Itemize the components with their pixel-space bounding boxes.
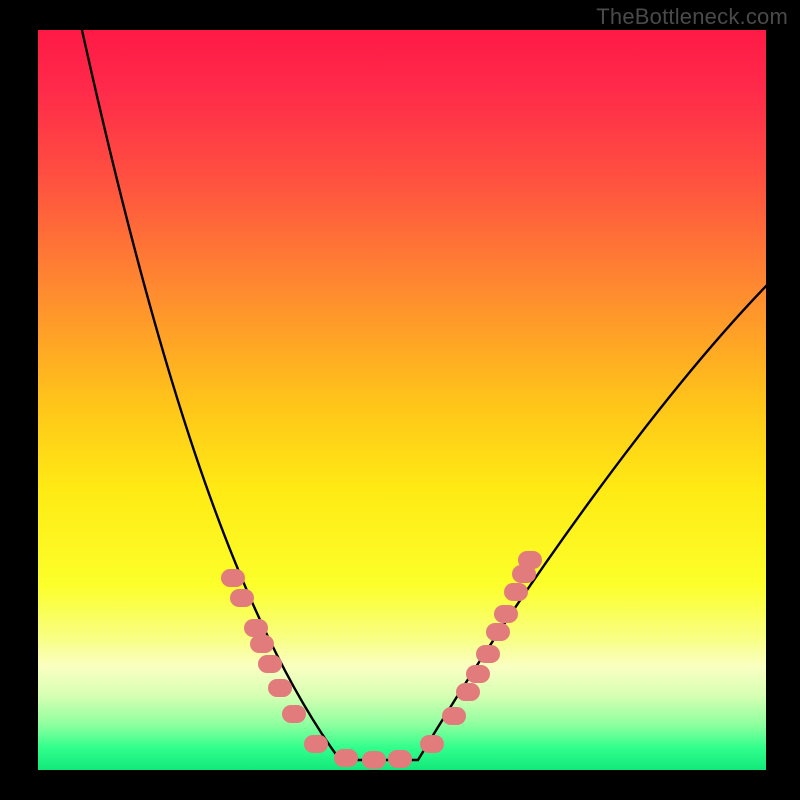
- data-marker: [304, 735, 328, 753]
- data-marker: [476, 645, 500, 663]
- data-marker: [486, 623, 510, 641]
- data-marker: [420, 735, 444, 753]
- data-marker: [282, 705, 306, 723]
- data-marker: [258, 655, 282, 673]
- data-marker: [362, 751, 386, 769]
- data-marker: [504, 583, 528, 601]
- bottleneck-chart-svg: [0, 0, 800, 800]
- chart-canvas: TheBottleneck.com: [0, 0, 800, 800]
- watermark-label: TheBottleneck.com: [596, 4, 788, 30]
- data-marker: [230, 589, 254, 607]
- data-marker: [334, 749, 358, 767]
- data-marker: [250, 635, 274, 653]
- data-marker: [466, 665, 490, 683]
- plot-area: [38, 30, 766, 770]
- data-marker: [456, 683, 480, 701]
- data-marker: [221, 569, 245, 587]
- data-marker: [388, 750, 412, 768]
- data-marker: [244, 619, 268, 637]
- data-marker: [518, 551, 542, 569]
- data-marker: [442, 707, 466, 725]
- data-marker: [268, 679, 292, 697]
- data-marker: [494, 605, 518, 623]
